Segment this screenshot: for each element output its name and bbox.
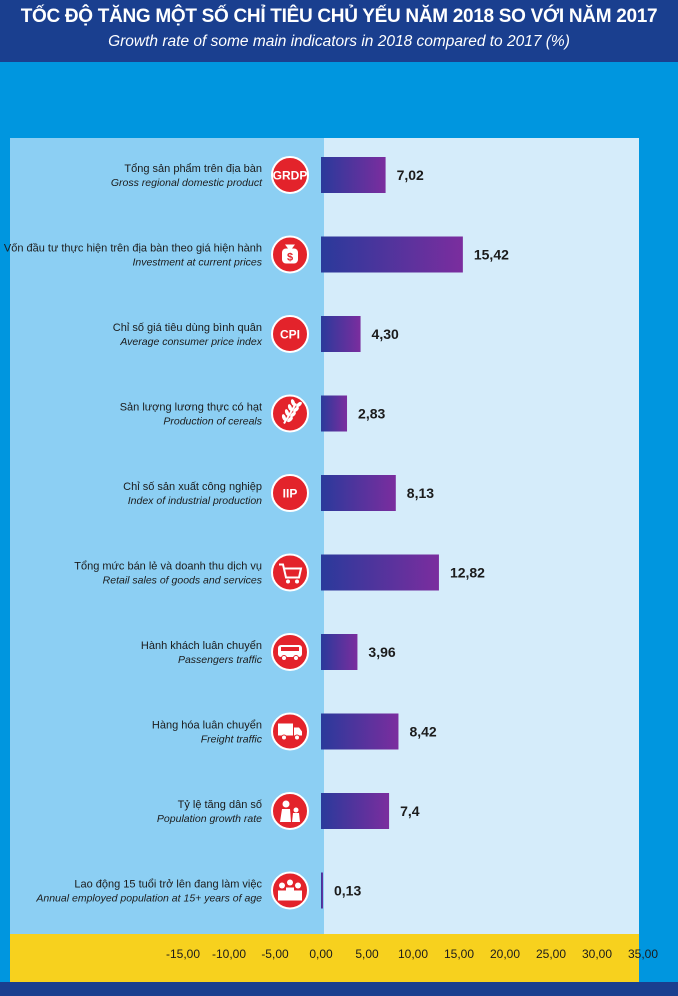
indicator-label-vi: Chỉ số sản xuất công nghiệp	[123, 481, 262, 493]
bar	[321, 634, 358, 670]
x-tick-label: 10,00	[398, 947, 428, 961]
value-label: 7,4	[400, 803, 420, 819]
x-tick-label: -5,00	[261, 947, 289, 961]
indicator-label-en: Gross regional domestic product	[111, 177, 263, 189]
footer-band	[0, 982, 678, 996]
value-label: 8,42	[409, 724, 436, 740]
indicator-label-en: Passengers traffic	[178, 654, 263, 666]
bar	[321, 316, 361, 352]
family-icon	[271, 792, 309, 830]
iip-icon: IIP	[271, 474, 309, 512]
bar	[321, 713, 399, 750]
bar	[321, 554, 439, 591]
indicator-row: Tổng mức bán lẻ và doanh thu dịch vụ Reta…	[74, 553, 485, 592]
value-label: 4,30	[372, 326, 399, 342]
x-tick-label: 5,00	[355, 947, 379, 961]
indicator-label-en: Population growth rate	[157, 813, 262, 825]
value-label: 8,13	[407, 485, 434, 501]
indicator-label-vi: Tỷ lệ tăng dân số	[178, 799, 262, 811]
x-tick-label: 35,00	[628, 947, 658, 961]
bar	[321, 236, 463, 273]
bar	[321, 475, 396, 511]
grdp-icon: GRDP	[271, 156, 309, 194]
workers-icon	[271, 871, 309, 910]
x-tick-label: -15,00	[166, 947, 200, 961]
bar	[321, 793, 390, 829]
indicator-label-vi: Vốn đầu tư thực hiện trên địa bàn theo g…	[4, 243, 262, 255]
indicator-label-vi: Tổng sản phẩm trên địa bàn	[124, 163, 262, 175]
bar	[321, 872, 323, 909]
x-tick-label: 0,00	[309, 947, 333, 961]
top-spacer	[0, 62, 678, 138]
indicator-label-vi: Tổng mức bán lẻ và doanh thu dịch vụ	[74, 561, 262, 573]
x-tick-label: -10,00	[212, 947, 246, 961]
indicator-row: Vốn đầu tư thực hiện trên địa bàn theo g…	[4, 235, 509, 274]
indicator-row: Chỉ số sản xuất công nghiệp Index of indu…	[123, 474, 434, 512]
x-tick-label: 30,00	[582, 947, 612, 961]
indicator-label-vi: Chỉ số giá tiêu dùng bình quân	[113, 322, 262, 334]
indicator-label-en: Freight traffic	[201, 734, 263, 746]
truck-icon	[271, 712, 309, 751]
indicator-label-vi: Lao động 15 tuổi trở lên đang làm việc	[74, 879, 262, 891]
x-tick-label: 25,00	[536, 947, 566, 961]
value-label: 3,96	[368, 644, 395, 660]
wheat-icon	[271, 394, 309, 433]
value-label: 15,42	[474, 247, 509, 263]
indicator-label-vi: Sản lượng lương thực có hạt	[120, 402, 262, 414]
icon-text: IIP	[283, 487, 298, 501]
indicator-label-en: Production of cereals	[163, 416, 262, 428]
indicator-label-en: Annual employed population at 15+ years …	[35, 893, 262, 905]
icon-text: $	[287, 252, 293, 264]
indicator-label-vi: Hành khách luân chuyển	[141, 640, 262, 652]
indicator-label-en: Index of industrial production	[128, 495, 262, 507]
negative-area	[10, 138, 324, 934]
icon-text: GRDP	[273, 169, 308, 183]
value-label: 0,13	[334, 883, 361, 899]
indicator-row: Lao động 15 tuổi trở lên đang làm việc An…	[35, 871, 361, 910]
header-band	[0, 0, 678, 62]
bus-icon	[271, 633, 309, 671]
money-bag-icon: $	[271, 235, 309, 274]
bar	[321, 395, 348, 432]
icon-text: CPI	[280, 328, 300, 342]
indicator-label-en: Retail sales of goods and services	[103, 575, 263, 587]
page-title: TỐC ĐỘ TĂNG MỘT SỐ CHỈ TIÊU CHỦ YẾU NĂM …	[20, 6, 658, 27]
value-label: 2,83	[358, 406, 385, 422]
indicator-label-en: Average consumer price index	[119, 336, 262, 348]
x-tick-label: 20,00	[490, 947, 520, 961]
indicator-row: Tỷ lệ tăng dân số Population growth rate 7…	[157, 792, 420, 830]
value-label: 12,82	[450, 565, 485, 581]
value-label: 7,02	[397, 167, 424, 183]
x-axis-band	[10, 934, 639, 982]
shopping-cart-icon	[271, 553, 309, 592]
indicator-row: Chỉ số giá tiêu dùng bình quân Average co…	[113, 315, 399, 353]
indicator-label-en: Investment at current prices	[132, 257, 262, 269]
indicator-label-vi: Hàng hóa luân chuyển	[152, 720, 262, 732]
cpi-icon: CPI	[271, 315, 309, 353]
x-tick-label: 15,00	[444, 947, 474, 961]
indicator-row: Hàng hóa luân chuyển Freight traffic 8,42	[152, 712, 437, 751]
indicator-row: Sản lượng lương thực có hạt Production of…	[120, 394, 385, 433]
indicator-row: Hành khách luân chuyển Passengers traffic…	[141, 633, 396, 671]
indicator-row: Tổng sản phẩm trên địa bàn Gross regional…	[111, 156, 424, 194]
bar	[321, 157, 386, 193]
page-subtitle: Growth rate of some main indicators in 2…	[108, 33, 570, 50]
